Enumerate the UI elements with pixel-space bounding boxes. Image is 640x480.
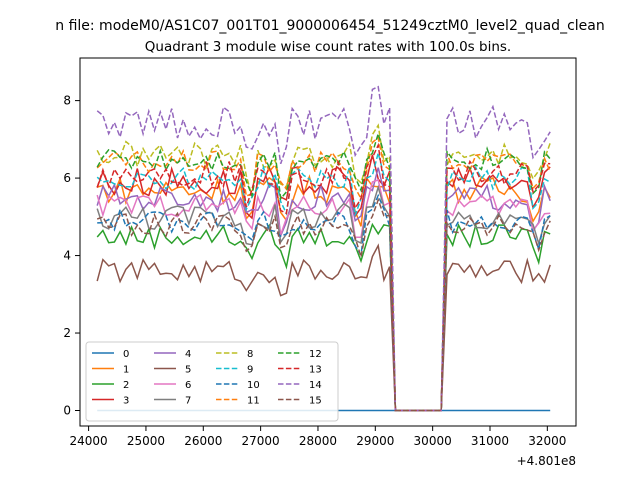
series-line-7	[96, 184, 551, 412]
series-line-5	[96, 243, 551, 412]
y-tick-label: 6	[63, 171, 71, 185]
legend-label-5: 5	[185, 365, 191, 376]
series-line-8	[96, 123, 551, 412]
chart-suptitle: n file: modeM0/AS1C07_001T01_9000006454_…	[55, 18, 604, 34]
x-tick-label: 25000	[127, 434, 165, 448]
y-tick-label: 4	[63, 249, 71, 263]
legend-label-7: 7	[185, 396, 191, 407]
y-tick-label: 2	[63, 326, 71, 340]
legend-label-10: 10	[247, 380, 260, 391]
series-line-3	[96, 154, 551, 412]
chart-title: Quadrant 3 module wise count rates with …	[145, 39, 511, 55]
legend-label-9: 9	[247, 365, 253, 376]
legend-label-14: 14	[309, 380, 322, 391]
series-line-1	[96, 174, 551, 412]
legend-label-11: 11	[247, 396, 260, 407]
series-line-12	[96, 131, 551, 412]
legend-label-8: 8	[247, 349, 253, 360]
legend-label-3: 3	[123, 396, 129, 407]
legend-label-12: 12	[309, 349, 322, 360]
y-tick-label: 8	[63, 94, 71, 108]
legend-label-13: 13	[309, 365, 322, 376]
legend-label-6: 6	[185, 380, 191, 391]
legend-label-15: 15	[309, 396, 322, 407]
x-tick-label: 27000	[242, 434, 280, 448]
legend-box	[85, 341, 339, 422]
x-tick-label: 24000	[70, 434, 108, 448]
x-tick-label: 28000	[299, 434, 337, 448]
legend-label-4: 4	[185, 349, 191, 360]
y-tick-label: 0	[63, 404, 71, 418]
series-line-10	[97, 193, 551, 412]
series-line-15	[96, 197, 551, 412]
axes-frame	[79, 57, 577, 427]
x-tick-label: 32000	[528, 434, 566, 448]
x-tick-label: 26000	[184, 434, 222, 448]
series-line-2	[96, 222, 551, 412]
series-line-4	[96, 167, 551, 412]
series-line-13	[96, 142, 551, 412]
plot-area	[96, 85, 551, 412]
x-tick-label: 30000	[414, 434, 452, 448]
x-offset-label: +4.801e8	[517, 454, 576, 468]
x-tick-label: 29000	[356, 434, 394, 448]
legend-label-1: 1	[123, 365, 129, 376]
legend-label-2: 2	[123, 380, 129, 391]
series-line-6	[96, 178, 551, 412]
axes: 24000 25000 26000 27000 28000 29000 30000 31000…	[63, 94, 566, 448]
x-tick-label: 31000	[471, 434, 509, 448]
series-line-14	[96, 85, 551, 412]
legend-label-0: 0	[123, 349, 129, 360]
